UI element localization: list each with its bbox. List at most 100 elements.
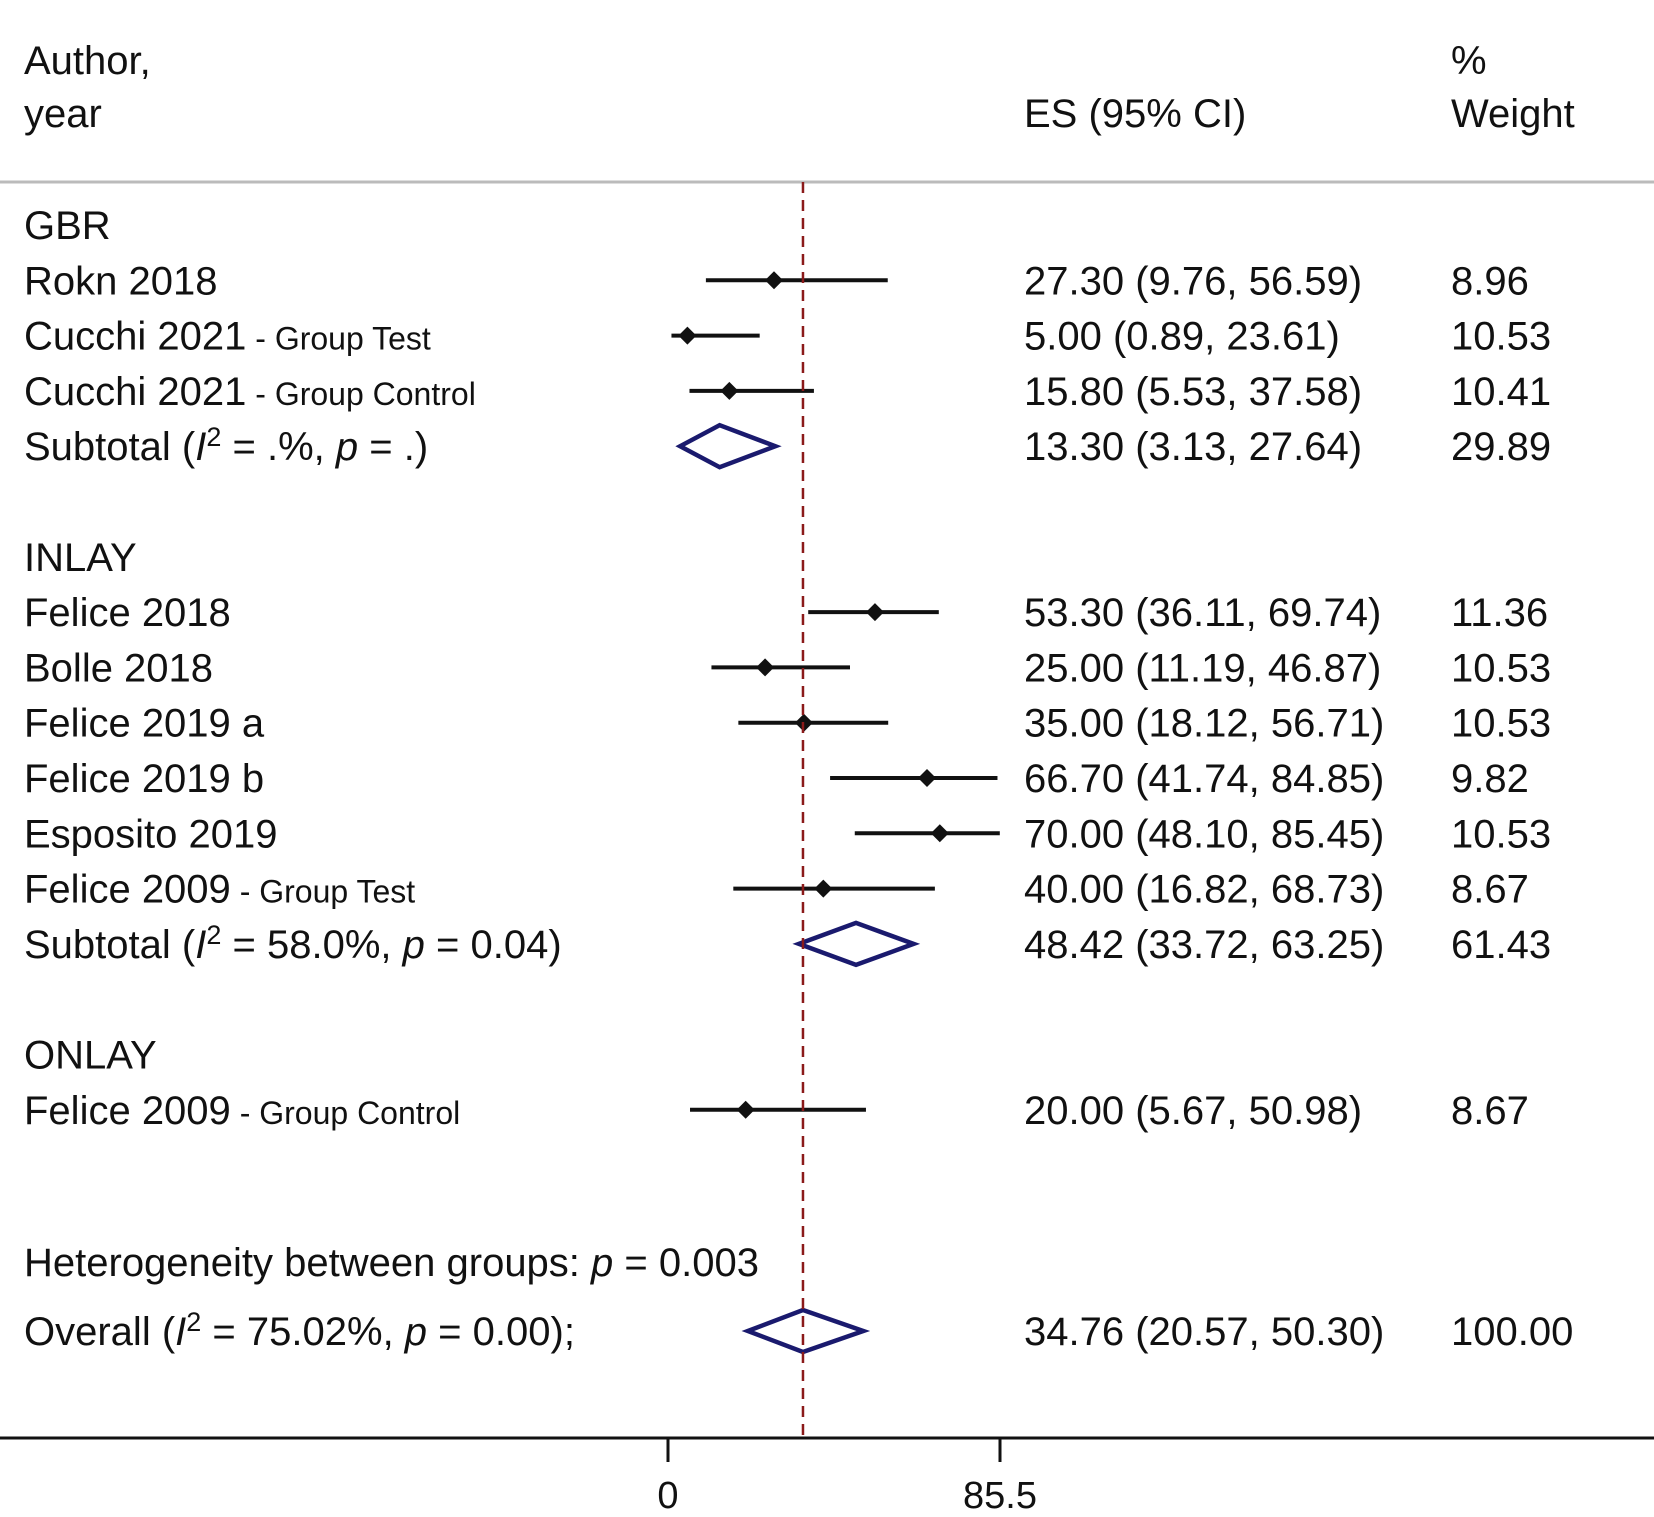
p-symbol: p [402,923,425,967]
effect-size-text: 27.30 (9.76, 56.59) [1024,259,1362,303]
i-symbol: I [195,923,206,967]
p-symbol: p [335,425,358,469]
study-label: Rokn 2018 [24,259,217,303]
paren-close: ) [548,923,561,967]
paren-close: ); [551,1310,575,1354]
study-label: Cucchi 2021 - Group Test [24,315,431,359]
weight-text: 10.53 [1451,702,1551,746]
separator: , [314,425,336,469]
point-estimate-marker [736,1100,755,1119]
effect-size-text: 5.00 (0.89, 23.61) [1024,315,1340,359]
study-author: Rokn 2018 [24,259,217,303]
equals-sign: = [221,425,267,469]
study-note: - Group Control [246,376,475,412]
separator: , [380,923,402,967]
subtotal-effect-size: 48.42 (33.72, 63.25) [1024,923,1384,967]
subtotal-label: Subtotal (I2 = 58.0%, p = 0.04) [24,920,562,967]
paren-open: ( [171,923,196,967]
point-estimate-marker [917,769,936,787]
p-symbol: p [404,1310,427,1354]
study-author: Bolle 2018 [24,646,213,690]
weight-header-line1: % [1451,39,1487,83]
author-header-line2: year [24,92,102,136]
group-label: GBR [24,204,111,248]
heterogeneity-p: 0.003 [659,1241,759,1285]
p-symbol: p [580,1241,613,1285]
weight-text: 11.36 [1451,591,1548,635]
point-estimate-marker [814,879,833,898]
study-label: Felice 2018 [24,591,231,635]
i-symbol: I [195,425,206,469]
squared-symbol: 2 [206,920,221,950]
subtotal-i2: 58.0% [267,923,380,967]
study-label: Felice 2019 b [24,757,264,801]
equals-sign: = [425,923,471,967]
squared-symbol: 2 [186,1307,201,1337]
separator: , [383,1310,405,1354]
study-label: Felice 2009 - Group Control [24,1089,460,1133]
point-estimate-marker [678,326,697,345]
subtotal-p: . [404,425,415,469]
point-estimate-marker [720,381,739,400]
point-estimate-marker [865,603,884,622]
subtotal-p: 0.04 [470,923,548,967]
study-label: Bolle 2018 [24,646,213,690]
forest-rows: GBR Rokn 2018 27.30 (9.76, 56.59) 8.96 Cucch… [0,182,1654,1517]
point-estimate-marker [930,824,949,843]
i-symbol: I [175,1310,186,1354]
paren-open: ( [171,425,196,469]
overall-diamond [741,1307,871,1355]
overall-i2: 75.02% [247,1310,383,1354]
author-header-line1: Author, [24,39,151,83]
study-author: Cucchi 2021 [24,315,246,359]
effect-size-text: 25.00 (11.19, 46.87) [1024,646,1381,690]
weight-text: 8.67 [1451,1089,1529,1133]
weight-text: 9.82 [1451,757,1529,801]
study-author: Cucchi 2021 [24,370,246,414]
effect-size-text: 15.80 (5.53, 37.58) [1024,370,1362,414]
weight-text: 8.67 [1451,868,1529,912]
paren-close: ) [415,425,428,469]
study-note: - Group Test [246,321,430,357]
weight-text: 10.53 [1451,315,1551,359]
x-tick-label: 0 [657,1475,678,1517]
es-header: ES (95% CI) [1024,92,1246,136]
study-note: - Group Test [231,874,415,910]
heterogeneity-label: Heterogeneity between groups: [24,1241,580,1285]
effect-size-text: 40.00 (16.82, 68.73) [1024,868,1384,912]
effect-size-text: 35.00 (18.12, 56.71) [1024,702,1384,746]
weight-text: 10.53 [1451,646,1551,690]
study-label: Esposito 2019 [24,812,278,856]
weight-text: 8.96 [1451,259,1529,303]
study-author: Esposito 2019 [24,812,278,856]
effect-size-text: 20.00 (5.67, 50.98) [1024,1089,1362,1133]
study-author: Felice 2009 [24,1089,231,1133]
equals-sign: = [201,1310,247,1354]
effect-size-text: 70.00 (48.10, 85.45) [1024,812,1384,856]
study-author: Felice 2018 [24,591,231,635]
point-estimate-marker [756,658,775,677]
overall-weight: 100.00 [1451,1310,1573,1354]
equals-sign: = [613,1241,659,1285]
equals-sign: = [221,923,267,967]
group-label: ONLAY [24,1034,157,1078]
overall-effect-size: 34.76 (20.57, 50.30) [1024,1310,1384,1354]
subtotal-i2: .% [267,425,314,469]
overall-p: 0.00 [473,1310,551,1354]
paren-open: ( [151,1310,176,1354]
effect-size-text: 53.30 (36.11, 69.74) [1024,591,1381,635]
point-estimate-marker [765,271,784,290]
study-author: Felice 2009 [24,868,231,912]
heterogeneity-text: Heterogeneity between groups: p = 0.003 [24,1241,759,1285]
study-author: Felice 2019 b [24,757,264,801]
subtotal-label: Subtotal (I2 = .%, p = .) [24,422,428,469]
equals-sign: = [358,425,404,469]
weight-header-line2: Weight [1451,92,1575,136]
study-author: Felice 2019 a [24,702,265,746]
effect-size-text: 66.70 (41.74, 84.85) [1024,757,1384,801]
subtotal-weight: 61.43 [1451,923,1551,967]
x-tick-label: 85.5 [963,1475,1037,1517]
study-label: Cucchi 2021 - Group Control [24,370,476,414]
weight-text: 10.41 [1451,370,1551,414]
